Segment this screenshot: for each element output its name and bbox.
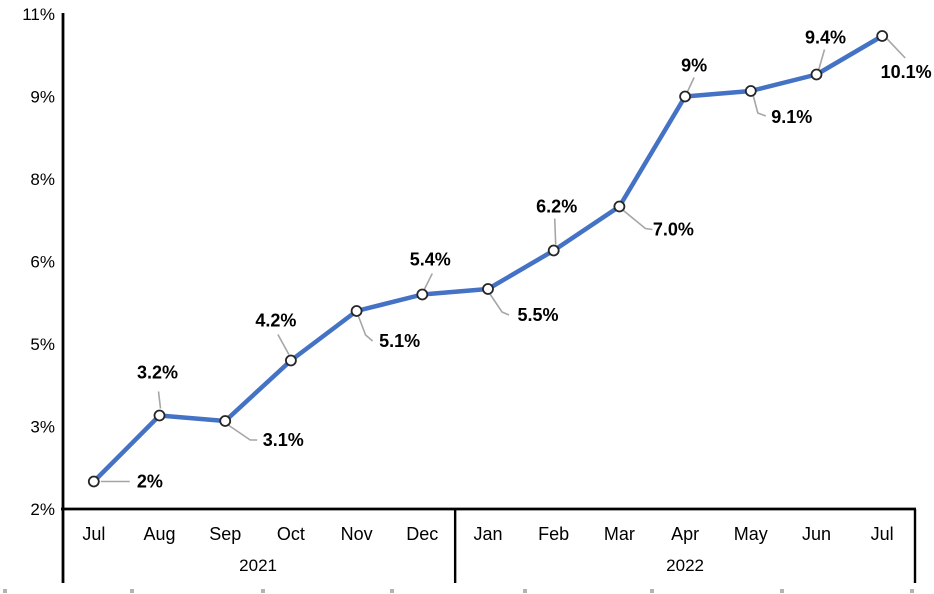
data-point-label: 9%: [681, 56, 707, 76]
sheet-gridline-dot: [910, 589, 914, 593]
year-label: 2021: [239, 556, 277, 575]
sheet-gridline-dot: [523, 589, 527, 593]
y-axis-tick-label: 3%: [30, 418, 55, 437]
data-point-label: 10.1%: [881, 62, 932, 82]
data-point-marker: [87, 475, 100, 488]
data-point-marker: [219, 415, 232, 427]
data-point-label: 3.2%: [137, 363, 178, 383]
month-label: Apr: [671, 524, 699, 544]
inflation-series-line: [91, 33, 885, 484]
data-point-marker: [876, 30, 889, 42]
label-leader-line: [817, 49, 826, 71]
y-axis-tick-label: 2%: [30, 500, 55, 519]
data-point-marker: [350, 305, 363, 317]
data-point-label: 5.4%: [410, 250, 451, 270]
y-axis-tick-label: 9%: [30, 88, 55, 107]
month-label: Jul: [871, 524, 894, 544]
data-point-marker: [744, 85, 757, 97]
y-axis-tick-label: 6%: [30, 253, 55, 272]
month-label: Feb: [538, 524, 569, 544]
label-leader-line: [423, 273, 434, 290]
sheet-gridline-dot: [650, 589, 654, 593]
label-leader-line: [622, 209, 653, 231]
sheet-gridline-dot: [130, 589, 134, 593]
label-leader-line: [553, 218, 557, 245]
month-label: Nov: [341, 524, 373, 544]
month-label: Oct: [277, 524, 305, 544]
data-point-marker: [810, 68, 823, 81]
data-point-label: 2%: [137, 472, 163, 492]
year-label: 2022: [666, 556, 704, 575]
data-point-marker: [613, 200, 626, 213]
month-label: Jan: [473, 524, 502, 544]
data-point-marker: [284, 354, 297, 367]
y-axis-tick-label: 5%: [30, 335, 55, 354]
sheet-gridline-dot: [3, 589, 7, 593]
y-axis-tick-label: 8%: [30, 170, 55, 189]
label-leader-line: [277, 334, 290, 355]
data-point-label: 6.2%: [536, 197, 577, 217]
sheet-gridline-dot: [390, 589, 394, 593]
sheet-gridline-dot: [261, 589, 265, 593]
data-point-label: 7.0%: [653, 220, 694, 240]
month-label: Jul: [82, 524, 105, 544]
data-point-label: 3.1%: [263, 430, 304, 450]
month-label: Mar: [604, 524, 635, 544]
data-point-marker: [482, 283, 494, 295]
month-label: Sep: [209, 524, 241, 544]
label-leader-line: [356, 313, 374, 342]
sheet-gridline-dot: [780, 589, 784, 593]
month-label: Aug: [144, 524, 176, 544]
data-point-marker: [416, 288, 429, 301]
label-leader-line: [752, 93, 767, 117]
y-axis-tick-label: 11%: [22, 5, 55, 24]
label-leader-line: [157, 391, 162, 409]
data-point-label: 9.4%: [805, 28, 846, 48]
label-leader-line: [886, 38, 906, 59]
month-label: Dec: [406, 524, 438, 544]
data-point-marker: [679, 90, 691, 103]
month-label: May: [734, 524, 768, 544]
month-label: Jun: [802, 524, 831, 544]
data-point-label: 4.2%: [255, 311, 296, 331]
label-leader-line: [227, 424, 258, 441]
data-point-label: 5.5%: [517, 305, 558, 325]
label-leader-line: [489, 293, 510, 316]
data-point-marker: [153, 409, 166, 422]
data-point-marker: [547, 244, 560, 257]
data-point-label: 5.1%: [379, 331, 420, 351]
data-point-label: 9.1%: [771, 107, 812, 127]
label-leader-line: [686, 77, 695, 93]
